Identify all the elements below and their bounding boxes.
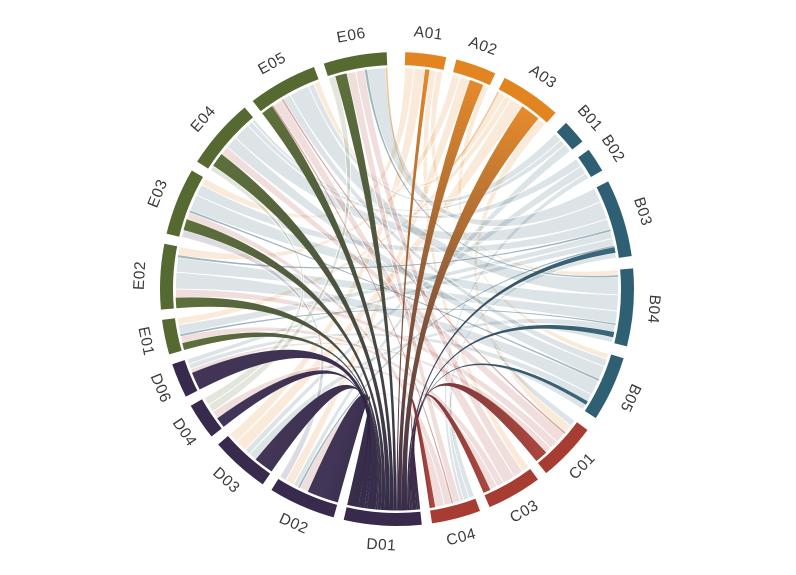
node-label-E05: E05 [255,49,289,78]
node-label-D06: D06 [147,371,174,405]
ribbons-layer [175,67,619,511]
node-label-A01: A01 [413,23,444,43]
arc-A01[interactable] [404,52,447,70]
node-label-C04: C04 [445,525,478,549]
node-label-B04: B04 [644,294,663,324]
node-label-E03: E03 [145,177,172,210]
ribbon-B05-E05[interactable] [282,94,608,368]
arc-B02[interactable] [578,149,603,177]
arc-D03[interactable] [218,435,271,485]
ribbon-E05-D01[interactable] [262,106,394,511]
node-label-E04: E04 [187,103,219,136]
ribbon-B05-E03[interactable] [189,210,600,381]
ribbon-B04-C01[interactable] [493,324,614,427]
node-label-C01: C01 [566,450,599,483]
node-label-B01: B01 [574,102,606,135]
ribbon-C03-D01[interactable] [413,394,491,510]
arc-A03[interactable] [498,77,556,123]
arc-E06[interactable] [323,52,388,76]
ribbon-B03-E01[interactable] [177,230,614,335]
ribbon-A03-D01[interactable] [401,106,539,511]
ribbon-E06-D01[interactable] [335,73,397,511]
node-label-D01: D01 [366,536,397,555]
arc-D02[interactable] [271,478,338,518]
node-label-E02: E02 [131,261,149,291]
node-label-B05: B05 [616,381,644,415]
arc-D04[interactable] [190,399,222,437]
arc-C03[interactable] [484,469,538,508]
arc-B03[interactable] [596,181,632,258]
arc-E03[interactable] [166,170,204,237]
arc-E05[interactable] [252,67,319,112]
node-label-B03: B03 [630,195,655,228]
node-label-C03: C03 [507,497,541,527]
ribbon-B01-D02[interactable] [292,143,571,488]
arc-E02[interactable] [159,243,178,310]
node-label-E06: E06 [335,25,367,47]
node-label-A02: A02 [466,33,499,59]
node-label-E01: E01 [135,325,158,357]
ribbon-C03-E05[interactable] [272,99,515,484]
arc-E01[interactable] [162,318,182,355]
node-label-B02: B02 [598,132,628,166]
arc-D01[interactable] [343,507,422,526]
arc-B05[interactable] [584,354,624,419]
ribbon-D02-E03[interactable] [181,229,325,482]
arc-D06[interactable] [172,360,198,397]
node-label-D02: D02 [277,510,311,538]
ribbon-D06-D01[interactable] [191,349,378,510]
node-label-D04: D04 [169,415,200,449]
node-label-D03: D03 [209,464,243,497]
ribbon-D02-D01[interactable] [307,394,370,508]
node-label-A03: A03 [526,62,560,92]
arc-C04[interactable] [430,498,480,524]
ribbon-B04-E03[interactable] [189,194,619,312]
arc-E04[interactable] [197,107,254,169]
arc-C01[interactable] [537,422,588,474]
ribbon-A01-B04[interactable] [430,70,619,277]
ribbon-C04-D01[interactable] [410,398,436,510]
arc-B01[interactable] [556,122,583,150]
ribbon-D03-D01[interactable] [255,384,371,509]
arc-A02[interactable] [453,59,496,86]
arc-B04[interactable] [614,268,635,347]
arcs-layer [159,52,635,526]
